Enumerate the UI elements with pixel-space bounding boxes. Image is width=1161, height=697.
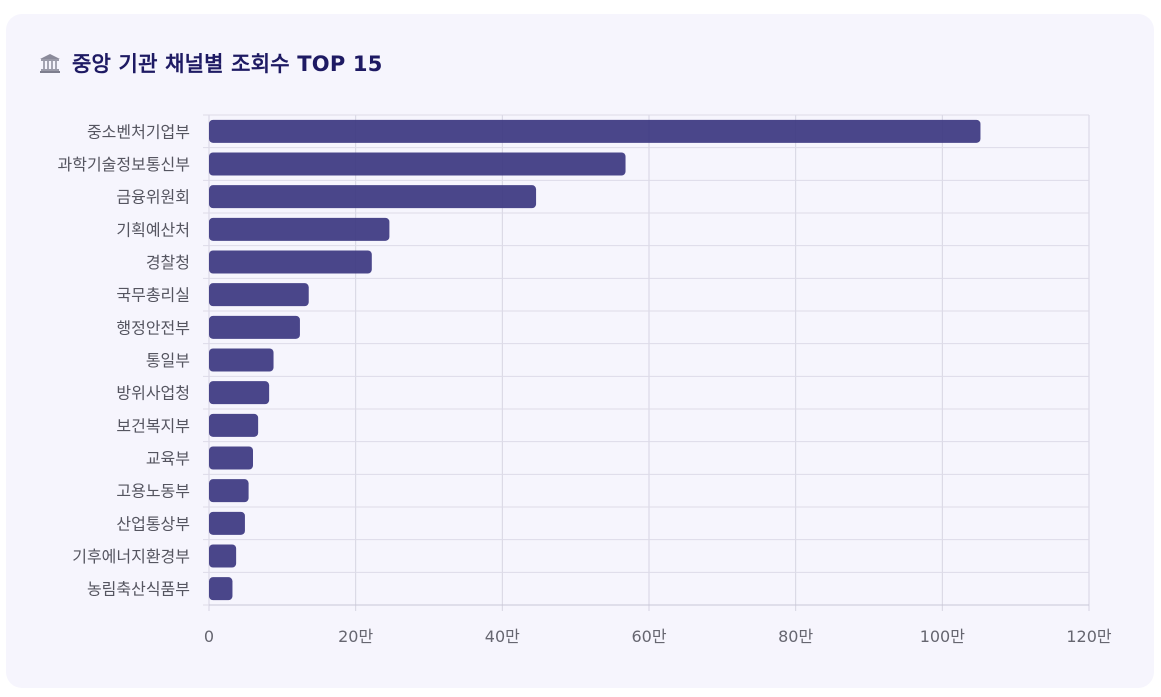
category-label: 농림축산식품부 xyxy=(87,580,190,599)
bar[interactable] xyxy=(209,283,309,307)
bar[interactable] xyxy=(209,381,270,405)
category-label: 교육부 xyxy=(146,449,190,468)
chart-title: 중앙 기관 채널별 조회수 TOP 15 xyxy=(72,52,383,76)
x-tick-label: 20만 xyxy=(338,627,373,646)
bar[interactable] xyxy=(209,185,537,209)
category-label: 금융위원회 xyxy=(116,188,190,207)
bar[interactable] xyxy=(209,217,390,241)
bar[interactable] xyxy=(209,544,237,568)
chart-header: 중앙 기관 채널별 조회수 TOP 15 xyxy=(38,48,383,78)
classical-building-icon xyxy=(38,51,62,75)
bar[interactable] xyxy=(209,413,259,437)
chart-category-labels: 중소벤처기업부과학기술정보통신부금융위원회기획예산처경찰청국무총리실행정안전부통… xyxy=(58,122,190,598)
bar[interactable] xyxy=(209,315,300,339)
x-tick-label: 0 xyxy=(204,627,214,646)
category-label: 행정안전부 xyxy=(116,318,190,337)
category-label: 과학기술정보통신부 xyxy=(58,155,190,174)
bar[interactable] xyxy=(209,577,233,601)
category-label: 기후에너지환경부 xyxy=(72,547,190,566)
x-tick-label: 60만 xyxy=(631,627,666,646)
bar[interactable] xyxy=(209,446,253,470)
x-tick-label: 120만 xyxy=(1066,627,1112,646)
x-tick-label: 40만 xyxy=(485,627,520,646)
category-label: 기획예산처 xyxy=(116,220,190,239)
bar[interactable] xyxy=(209,119,981,143)
x-tick-label: 100만 xyxy=(920,627,966,646)
x-tick-label: 80만 xyxy=(778,627,813,646)
chart-x-ticks: 0 20만 40만 60만 80만 100만 120만 xyxy=(204,627,1112,646)
bar[interactable] xyxy=(209,250,372,274)
category-label: 보건복지부 xyxy=(116,416,190,435)
bar[interactable] xyxy=(209,479,249,503)
category-label: 방위사업청 xyxy=(116,384,190,403)
category-label: 국무총리실 xyxy=(116,286,190,305)
bar[interactable] xyxy=(209,152,626,176)
category-label: 산업통상부 xyxy=(116,514,190,533)
category-label: 경찰청 xyxy=(146,253,190,272)
category-label: 중소벤처기업부 xyxy=(87,122,190,141)
bar[interactable] xyxy=(209,511,245,535)
category-label: 통일부 xyxy=(146,351,190,370)
bar[interactable] xyxy=(209,348,274,372)
chart-grid xyxy=(203,114,1090,611)
chart-bars xyxy=(209,119,981,601)
category-label: 고용노동부 xyxy=(116,482,190,501)
